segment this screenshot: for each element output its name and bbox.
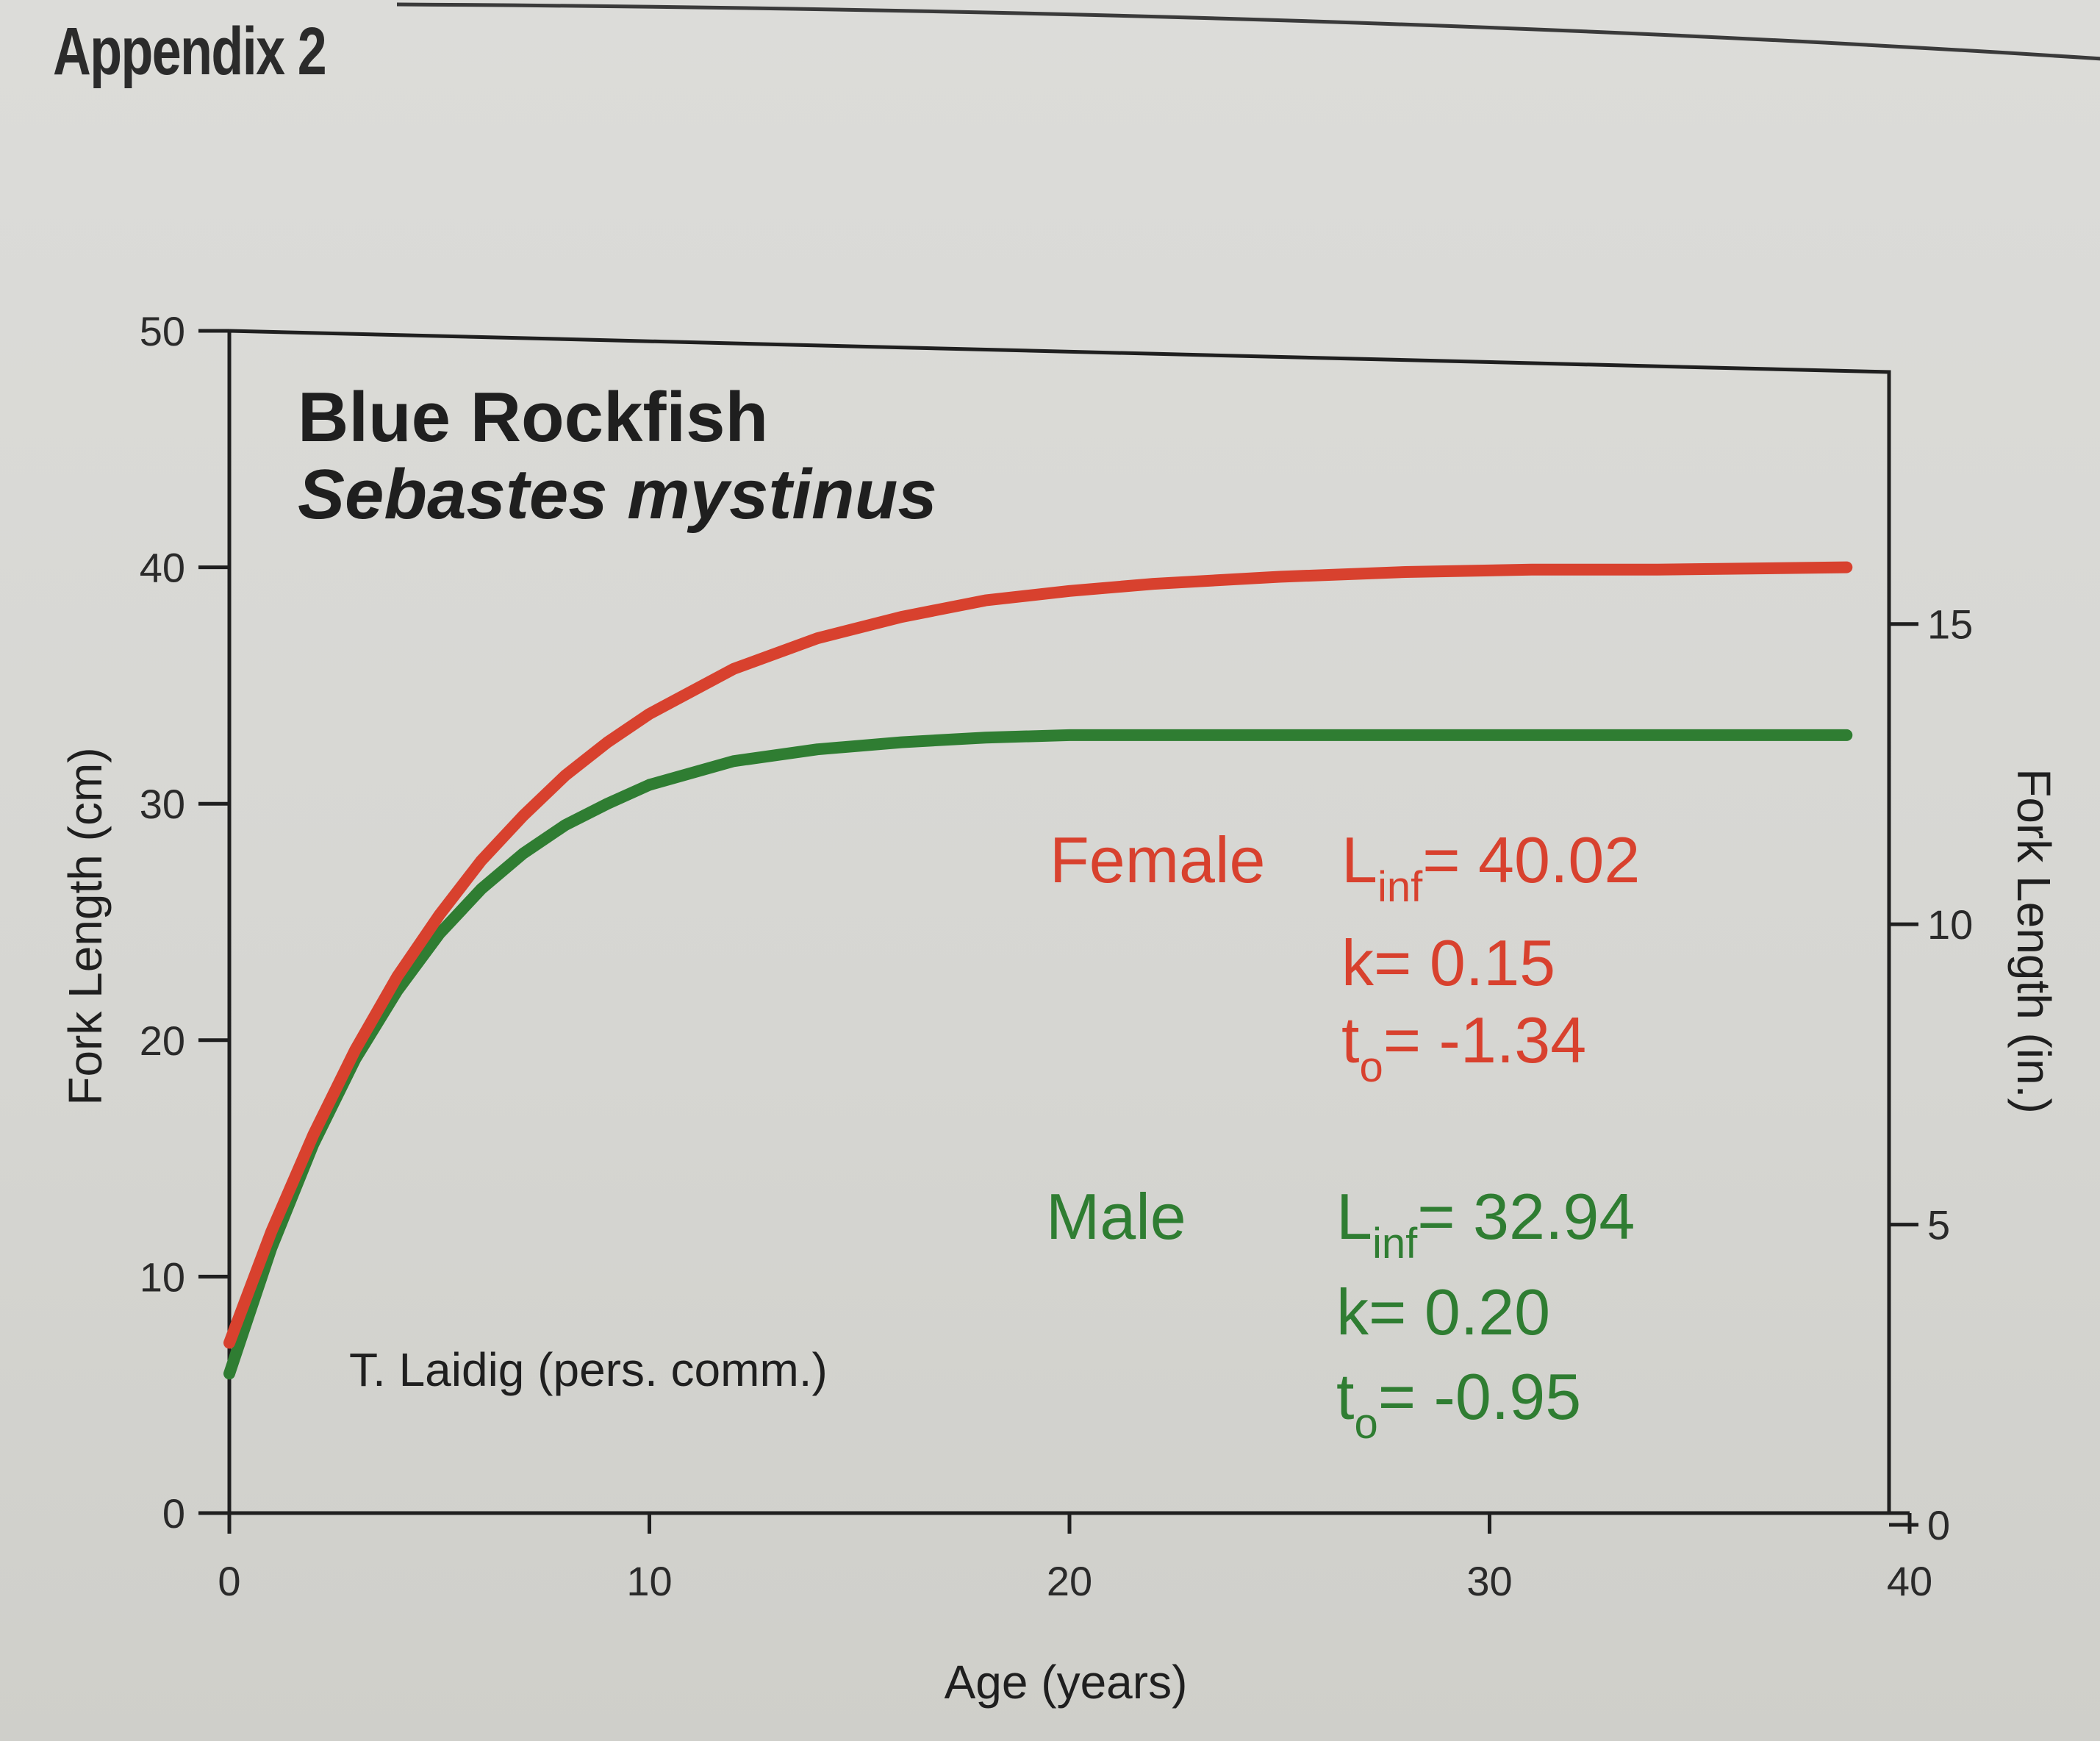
y-right-tick-label-15: 15	[1927, 601, 1973, 648]
page-top-rule	[397, 2, 2100, 61]
male-linf: Linf= 32.94	[1336, 1180, 1635, 1268]
male-label: Male	[1046, 1180, 1186, 1253]
y-right-axis-title: Fork Length (in.)	[2007, 768, 2060, 1114]
x-tick-label-30: 30	[1466, 1558, 1512, 1604]
female-t0: to= -1.34	[1341, 1004, 1586, 1091]
y-tick-label-30: 30	[140, 781, 185, 827]
female-linf-value: = 40.02	[1422, 823, 1640, 896]
y-axis-title: Fork Length (cm)	[59, 747, 112, 1105]
y-tick-label-50: 50	[140, 308, 185, 354]
female-k: k= 0.15	[1341, 926, 1555, 999]
male-t0: to= -0.95	[1336, 1360, 1581, 1448]
y-tick-label-10: 10	[140, 1254, 185, 1300]
female-t0-subscript: o	[1359, 1043, 1383, 1091]
page-heading: Appendix 2	[53, 14, 327, 89]
chart-subtitle: Sebastes mystinus	[298, 455, 937, 534]
male-k: k= 0.20	[1336, 1276, 1550, 1348]
female-linf-symbol: L	[1341, 823, 1377, 896]
x-axis-title: Age (years)	[945, 1656, 1188, 1709]
female-label: Female	[1050, 823, 1265, 896]
x-axis-ticks: 0 10 20 30 40	[218, 1513, 1932, 1604]
male-linf-subscript: inf	[1372, 1220, 1418, 1268]
y-axis-ticks: 0 10 20 30 40 50	[140, 308, 229, 1537]
male-t0-subscript: o	[1354, 1400, 1377, 1448]
male-t0-symbol: t	[1336, 1360, 1354, 1433]
female-t0-symbol: t	[1341, 1004, 1359, 1076]
female-linf-subscript: inf	[1377, 863, 1423, 911]
female-t0-value: = -1.34	[1383, 1004, 1586, 1076]
chart-title: Blue Rockfish	[298, 378, 768, 457]
x-tick-label-20: 20	[1047, 1558, 1092, 1604]
y-right-tick-label-5: 5	[1927, 1202, 1950, 1248]
y-right-tick-label-0: 0	[1927, 1502, 1950, 1548]
female-linf: Linf= 40.02	[1341, 823, 1640, 911]
y-right-tick-label-10: 10	[1927, 901, 1973, 948]
female-parameters: Female Linf= 40.02 k= 0.15 to= -1.34	[1050, 823, 1640, 1091]
male-linf-value: = 32.94	[1417, 1180, 1635, 1253]
data-credit: T. Laidig (pers. comm.)	[349, 1343, 828, 1396]
y-tick-label-20: 20	[140, 1018, 185, 1064]
y-tick-label-0: 0	[162, 1490, 185, 1537]
male-t0-value: = -0.95	[1378, 1360, 1581, 1433]
male-parameters: Male Linf= 32.94 k= 0.20 to= -0.95	[1046, 1180, 1635, 1448]
x-tick-label-0: 0	[218, 1558, 240, 1604]
male-linf-symbol: L	[1336, 1180, 1372, 1253]
x-tick-label-40: 40	[1887, 1558, 1932, 1604]
y-tick-label-40: 40	[140, 545, 185, 591]
series-line-female	[223, 561, 1853, 1349]
y-right-axis-ticks: 0 5 10 15	[1889, 601, 1973, 1548]
x-tick-label-10: 10	[626, 1558, 672, 1604]
